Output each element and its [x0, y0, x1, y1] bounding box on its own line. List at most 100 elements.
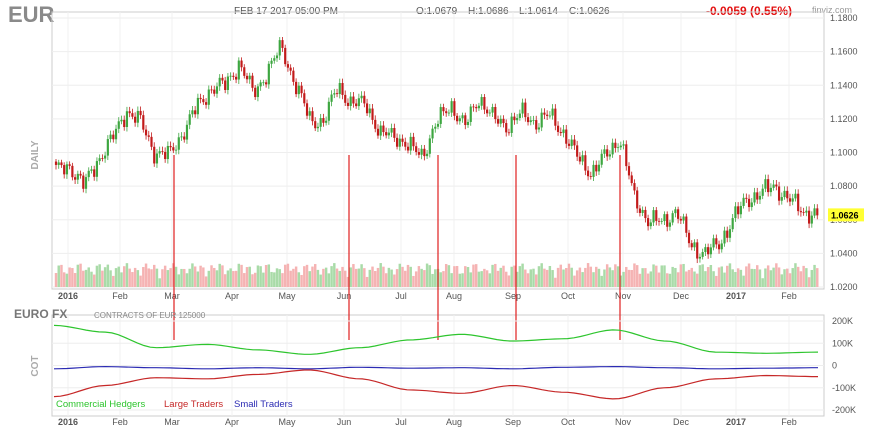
- candle-body: [447, 112, 451, 114]
- candle-body: [267, 63, 270, 85]
- candle-body: [685, 216, 688, 233]
- volume-bar: [485, 270, 489, 287]
- candle-body: [284, 47, 287, 65]
- volume-bar: [142, 267, 145, 287]
- volume-bar: [183, 268, 186, 287]
- cot-ylabel: COT: [30, 355, 41, 376]
- volume-bar: [112, 275, 115, 287]
- candle-body: [813, 208, 816, 216]
- volume-bar: [540, 263, 543, 287]
- volume-bar: [556, 267, 560, 287]
- candle-body: [352, 96, 355, 104]
- volume-bar: [687, 269, 691, 287]
- volume-bar: [638, 273, 642, 287]
- candle-body: [720, 243, 723, 250]
- candle-body: [423, 148, 426, 157]
- candle-body: [357, 98, 360, 107]
- volume-bar: [153, 264, 156, 287]
- candle-body: [595, 164, 598, 172]
- cot-tick-label: -100K: [832, 383, 856, 393]
- candle-body: [458, 118, 461, 122]
- volume-bar: [753, 269, 756, 287]
- cot-x-tick-label: Feb: [781, 417, 797, 427]
- volume-bar: [444, 264, 448, 287]
- candle-body: [123, 119, 126, 128]
- candle-body: [385, 132, 388, 136]
- volume-bar: [709, 264, 713, 287]
- volume-bar: [494, 263, 497, 287]
- candle-body: [761, 188, 764, 196]
- volume-bar: [565, 268, 568, 287]
- candle-body: [335, 93, 339, 95]
- candle-body: [218, 77, 221, 87]
- candle-body: [286, 64, 290, 68]
- volume-bar: [390, 269, 393, 287]
- candle-body: [401, 138, 404, 142]
- volume-bar: [644, 268, 647, 287]
- candle-body: [616, 147, 620, 149]
- volume-bar: [496, 270, 500, 287]
- candle-body: [769, 187, 772, 193]
- volume-bar: [777, 267, 781, 287]
- candle-body: [562, 129, 565, 134]
- volume-bar: [245, 267, 249, 287]
- volume-bar: [646, 273, 650, 287]
- candle-body: [65, 164, 69, 175]
- candle-body: [524, 102, 527, 118]
- candle-body: [802, 212, 805, 214]
- volume-bar: [578, 267, 582, 287]
- price-tick-label: 1.1400: [830, 80, 858, 90]
- candle-body: [507, 132, 511, 134]
- volume-bar: [780, 274, 784, 287]
- volume-bar: [616, 266, 620, 287]
- cot-series-line: [53, 369, 818, 400]
- candle-body: [191, 110, 194, 115]
- volume-bar: [805, 268, 808, 287]
- candle-body: [608, 154, 611, 157]
- candle-body: [128, 111, 131, 114]
- volume-bar: [611, 270, 614, 287]
- candle-body: [270, 60, 273, 64]
- candle-body: [529, 120, 532, 123]
- candle-body: [158, 151, 161, 154]
- price-tick-label: 1.0400: [830, 248, 858, 258]
- candle-body: [395, 137, 399, 147]
- candle-body: [344, 94, 347, 103]
- candle-body: [450, 101, 453, 113]
- candle-body: [316, 126, 320, 129]
- candle-body: [404, 141, 407, 147]
- volume-bar: [775, 263, 778, 287]
- volume-bar: [267, 264, 271, 287]
- candle-body: [104, 155, 107, 159]
- candle-body: [717, 244, 721, 250]
- candle-body: [275, 55, 279, 59]
- volume-bar: [174, 266, 178, 287]
- volume-bar: [649, 271, 653, 287]
- volume-bar: [554, 277, 557, 287]
- volume-bar: [676, 272, 680, 287]
- brand-logo[interactable]: finviz.com: [812, 5, 853, 15]
- candle-body: [109, 134, 112, 140]
- price-x-tick-label: 2017: [726, 291, 746, 301]
- volume-bar: [641, 268, 644, 287]
- candle-body: [172, 147, 175, 151]
- price-x-tick-label: May: [278, 291, 296, 301]
- volume-bar: [62, 272, 66, 287]
- candle-body: [390, 128, 393, 133]
- candle-body: [188, 114, 191, 125]
- volume-bar: [226, 270, 230, 287]
- volume-bar: [701, 264, 704, 287]
- candle-body: [68, 164, 71, 166]
- volume-bar: [474, 264, 478, 287]
- candle-body: [556, 125, 560, 132]
- candle-body: [753, 192, 756, 203]
- volume-bar: [338, 270, 341, 287]
- volume-bar: [155, 268, 159, 287]
- price-x-tick-label: Nov: [615, 291, 632, 301]
- volume-bar: [671, 266, 674, 287]
- candle-body: [319, 118, 322, 127]
- candle-body: [734, 206, 737, 219]
- volume-bar: [750, 268, 754, 287]
- candle-body: [166, 145, 169, 160]
